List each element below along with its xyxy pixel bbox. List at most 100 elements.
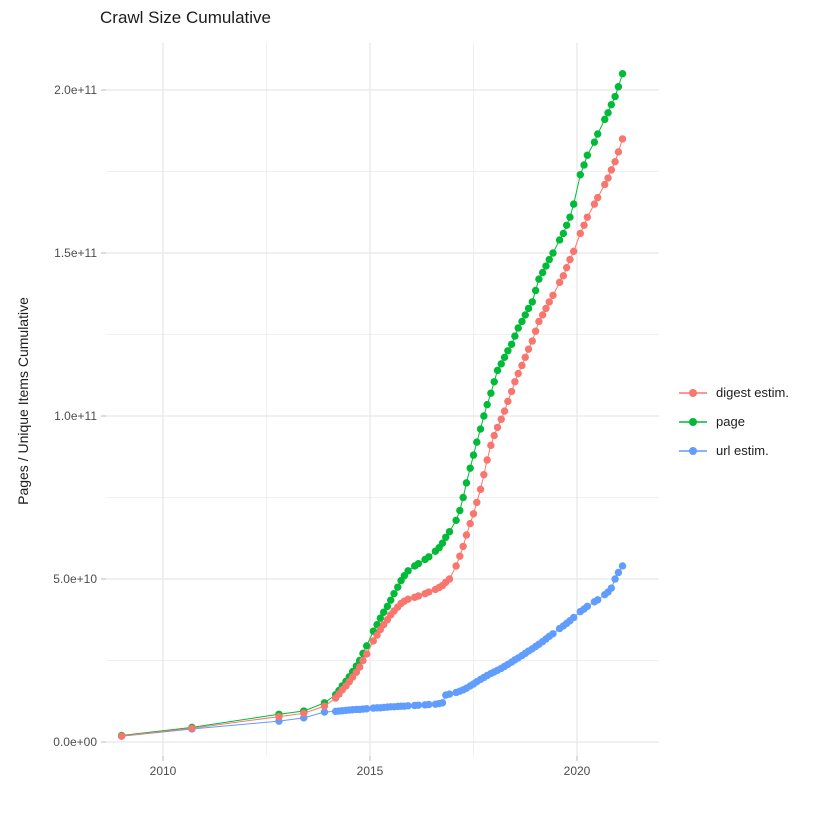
data-point	[535, 317, 543, 326]
data-point	[414, 701, 423, 709]
data-point	[476, 425, 485, 433]
data-point	[373, 631, 381, 639]
data-point	[594, 193, 602, 202]
data-point	[376, 614, 385, 622]
data-point	[445, 690, 454, 698]
data-point	[507, 387, 516, 396]
data-point	[580, 161, 588, 169]
data-point	[549, 630, 557, 638]
legend-item-digest-estim: digest estim.	[678, 378, 789, 407]
series-digest-estim	[117, 135, 627, 740]
data-point	[320, 702, 329, 710]
y-tick-label: 5.0e+10	[53, 572, 97, 586]
legend-item-url-estim: url estim.	[678, 436, 789, 465]
data-point	[545, 255, 553, 264]
legend-label: page	[716, 414, 745, 429]
legend-key-page-icon	[679, 417, 707, 426]
data-point	[618, 135, 627, 143]
data-point	[528, 337, 536, 345]
x-tick-label: 2020	[563, 764, 591, 778]
data-point	[511, 332, 519, 340]
data-point	[549, 291, 557, 300]
data-point	[490, 378, 498, 386]
data-point	[362, 705, 371, 713]
data-point	[594, 596, 602, 604]
data-point	[500, 407, 509, 415]
data-point	[462, 531, 471, 539]
gridlines	[106, 43, 659, 756]
data-point	[569, 247, 578, 256]
y-tick-label: 2.0e+11	[54, 83, 97, 97]
series-url-estim	[117, 562, 627, 740]
data-point	[576, 229, 585, 238]
data-point	[480, 412, 488, 420]
data-point	[487, 441, 495, 450]
data-point	[555, 236, 564, 244]
data-point	[559, 229, 568, 238]
data-point	[524, 304, 533, 313]
data-point	[528, 298, 536, 306]
data-point	[583, 602, 592, 611]
data-point	[425, 553, 433, 561]
data-point	[607, 166, 616, 174]
data-point	[611, 575, 619, 583]
data-point	[469, 510, 478, 518]
data-point	[580, 221, 588, 229]
data-point	[476, 485, 485, 494]
y-tick-label: 1.0e+11	[54, 409, 97, 423]
data-point	[473, 438, 481, 446]
legend-item-page: page	[678, 407, 789, 436]
data-point	[414, 559, 423, 568]
data-point	[538, 268, 547, 277]
data-point	[300, 709, 308, 718]
data-point	[459, 542, 467, 551]
data-point	[614, 148, 623, 156]
data-point	[456, 506, 464, 515]
data-point	[531, 327, 540, 335]
data-point	[497, 415, 505, 423]
data-point	[493, 423, 502, 432]
data-point	[452, 562, 460, 570]
x-tick-label: 2010	[149, 764, 177, 778]
data-point	[466, 519, 474, 528]
data-point	[562, 221, 571, 229]
data-point	[404, 595, 412, 603]
data-point	[562, 263, 571, 272]
y-axis-title: Pages / Unique Items Cumulative	[15, 297, 31, 505]
data-point	[369, 637, 378, 645]
data-point	[404, 702, 412, 710]
data-point	[442, 533, 450, 541]
data-point	[379, 608, 388, 616]
data-point	[538, 311, 547, 319]
data-point	[594, 130, 602, 138]
data-point	[521, 353, 529, 362]
data-point	[452, 516, 460, 525]
data-point	[445, 528, 454, 536]
data-point	[566, 213, 574, 221]
data-point	[383, 602, 392, 611]
data-point	[590, 138, 599, 146]
data-point	[462, 479, 471, 487]
data-point	[438, 539, 447, 547]
data-point	[521, 311, 529, 319]
data-point	[590, 200, 599, 208]
data-point	[614, 83, 623, 91]
x-tick-label: 2015	[356, 764, 384, 778]
data-point	[490, 431, 498, 440]
data-point	[535, 275, 543, 283]
data-point	[425, 700, 433, 709]
data-point	[355, 663, 364, 671]
data-point	[480, 470, 488, 479]
data-point	[611, 158, 619, 166]
data-point	[275, 712, 283, 721]
data-point	[518, 361, 526, 370]
legend-label: digest estim.	[716, 385, 789, 400]
chart-title: Crawl Size Cumulative	[100, 8, 271, 27]
data-point	[511, 378, 519, 386]
data-point	[493, 366, 502, 375]
data-point	[362, 642, 371, 650]
data-point	[618, 70, 627, 78]
data-point	[504, 347, 512, 355]
data-point	[514, 369, 522, 378]
data-point	[483, 456, 491, 464]
